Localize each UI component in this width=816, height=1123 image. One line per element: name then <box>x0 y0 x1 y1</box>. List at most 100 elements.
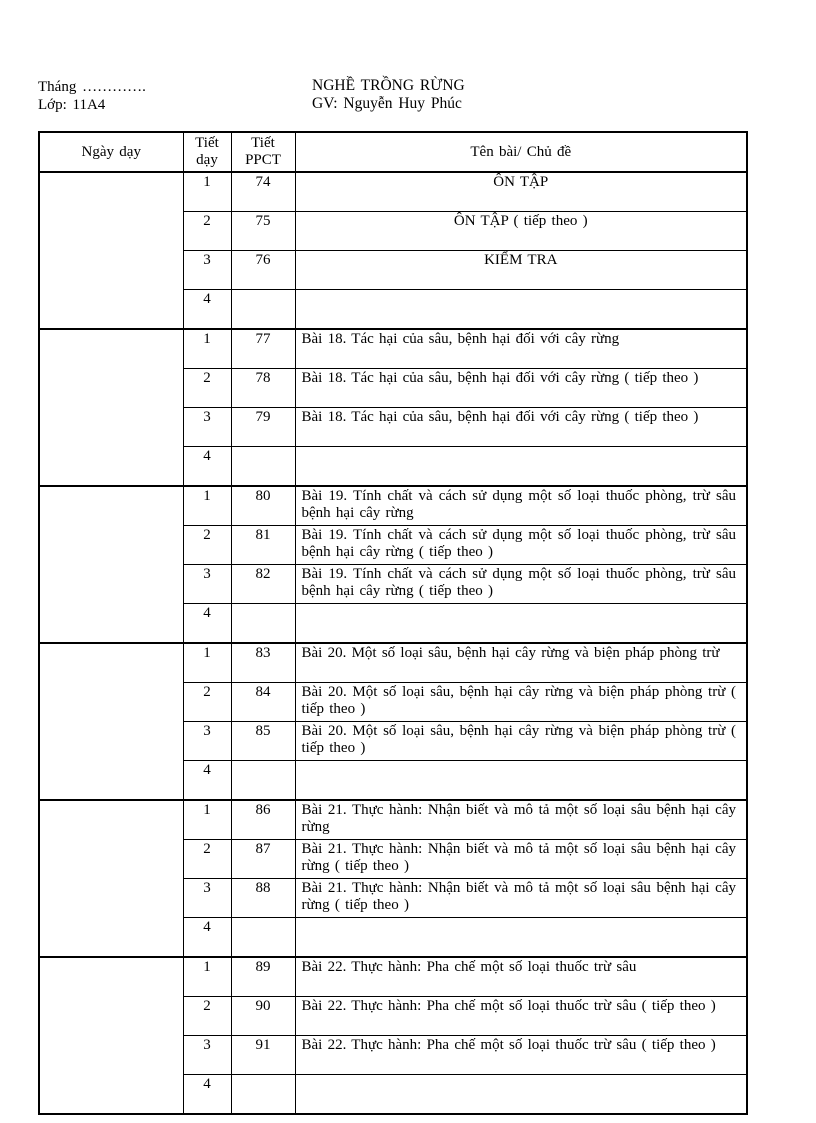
lesson-title-cell: Bài 22. Thực hành: Pha chế một số loại t… <box>294 956 748 997</box>
tiet-ppct-cell: 91 <box>230 1035 296 1075</box>
col-header-ngay-day: Ngày dạy <box>38 131 184 173</box>
table-header-row: Ngày dạy Tiết dạy Tiết PPCT Tên bài/ Chủ… <box>38 131 748 173</box>
col-header-ten-bai: Tên bài/ Chủ đề <box>294 131 748 173</box>
lesson-title-cell <box>294 446 748 487</box>
table-row: 4 <box>39 917 748 958</box>
tiet-ppct-cell <box>230 917 296 958</box>
table-row: 4 <box>39 603 748 644</box>
tiet-day-cell: 1 <box>182 799 232 840</box>
lesson-title-cell: Bài 19. Tính chất và cách sử dụng một số… <box>294 525 748 565</box>
teacher-label: GV: Nguyễn Huy Phúc <box>312 95 462 112</box>
tiet-day-cell: 3 <box>182 1035 232 1075</box>
tiet-ppct-cell: 74 <box>230 171 296 212</box>
document-title: NGHỀ TRỒNG RỪNG <box>312 77 465 94</box>
table-row: 1 83 Bài 20. Một số loại sâu, bệnh hại c… <box>38 642 748 801</box>
ngay-day-cell <box>38 328 184 487</box>
tiet-ppct-cell: 86 <box>230 799 296 840</box>
header-left-block: Tháng …………. Lớp: 11A4 <box>38 78 146 114</box>
tiet-ppct-cell: 84 <box>230 682 296 722</box>
lesson-title-cell: Bài 20. Một số loại sâu, bệnh hại cây rừ… <box>294 721 748 761</box>
table-row: 4 <box>39 446 748 487</box>
tiet-ppct-cell: 79 <box>230 407 296 447</box>
table-row: 2 84 Bài 20. Một số loại sâu, bệnh hại c… <box>39 682 748 722</box>
lesson-title-cell: Bài 22. Thực hành: Pha chế một số loại t… <box>294 1035 748 1075</box>
tiet-day-cell: 2 <box>182 682 232 722</box>
tiet-day-cell: 3 <box>182 250 232 290</box>
lesson-title-cell <box>294 760 748 801</box>
table-row: 3 85 Bài 20. Một số loại sâu, bệnh hại c… <box>39 721 748 761</box>
col-header-tiet-ppct: Tiết PPCT <box>230 131 296 173</box>
lesson-title-cell <box>294 917 748 958</box>
tiet-day-cell: 2 <box>182 211 232 251</box>
tiet-ppct-cell: 75 <box>230 211 296 251</box>
table-row: 3 82 Bài 19. Tính chất và cách sử dụng m… <box>39 564 748 604</box>
ngay-day-cell <box>38 799 184 958</box>
tiet-day-cell: 4 <box>182 446 232 487</box>
table-row: 2 78 Bài 18. Tác hại của sâu, bệnh hại đ… <box>39 368 748 408</box>
tiet-day-cell: 3 <box>182 407 232 447</box>
tiet-day-cell: 2 <box>182 525 232 565</box>
lesson-title-cell: KIỂM TRA <box>294 250 748 290</box>
table-row: 2 90 Bài 22. Thực hành: Pha chế một số l… <box>39 996 748 1036</box>
lesson-title-cell: Bài 21. Thực hành: Nhận biết và mô tả mộ… <box>294 799 748 840</box>
lesson-title-cell <box>294 1074 748 1115</box>
month-label: Tháng …………. <box>38 79 146 95</box>
ngay-day-cell <box>38 485 184 644</box>
tiet-day-cell: 1 <box>182 485 232 526</box>
table-row: 1 86 Bài 21. Thực hành: Nhận biết và mô … <box>38 799 748 958</box>
lesson-title-cell: Bài 18. Tác hại của sâu, bệnh hại đối vớ… <box>294 328 748 369</box>
lesson-title-cell: Bài 20. Một số loại sâu, bệnh hại cây rừ… <box>294 642 748 683</box>
tiet-ppct-cell: 85 <box>230 721 296 761</box>
tiet-day-cell: 1 <box>182 328 232 369</box>
teaching-schedule-table: Ngày dạy Tiết dạy Tiết PPCT Tên bài/ Chủ… <box>38 131 748 1115</box>
lesson-title-cell: Bài 19. Tính chất và cách sử dụng một số… <box>294 564 748 604</box>
table-row: 2 81 Bài 19. Tính chất và cách sử dụng m… <box>39 525 748 565</box>
tiet-day-cell: 2 <box>182 839 232 879</box>
ngay-day-cell <box>38 642 184 801</box>
table-row: 3 76 KIỂM TRA <box>39 250 748 290</box>
lesson-title-cell <box>294 603 748 644</box>
tiet-day-cell: 1 <box>182 171 232 212</box>
tiet-day-cell: 3 <box>182 564 232 604</box>
tiet-ppct-cell: 89 <box>230 956 296 997</box>
tiet-ppct-cell: 87 <box>230 839 296 879</box>
tiet-ppct-cell: 90 <box>230 996 296 1036</box>
tiet-ppct-cell: 83 <box>230 642 296 683</box>
table-row: 1 74 ÔN TẬP <box>38 171 748 330</box>
tiet-day-cell: 4 <box>182 603 232 644</box>
ngay-day-cell <box>38 171 184 330</box>
tiet-ppct-cell <box>230 289 296 330</box>
tiet-day-cell: 1 <box>182 956 232 997</box>
tiet-day-cell: 4 <box>182 917 232 958</box>
tiet-day-cell: 4 <box>182 1074 232 1115</box>
header-center-block: NGHỀ TRỒNG RỪNG GV: Nguyễn Huy Phúc <box>312 77 465 113</box>
tiet-day-cell: 4 <box>182 760 232 801</box>
lesson-title-cell: ÔN TẬP ( tiếp theo ) <box>294 211 748 251</box>
tiet-ppct-cell: 88 <box>230 878 296 918</box>
tiet-ppct-cell: 78 <box>230 368 296 408</box>
lesson-title-cell: Bài 18. Tác hại của sâu, bệnh hại đối vớ… <box>294 368 748 408</box>
lesson-title-cell: Bài 22. Thực hành: Pha chế một số loại t… <box>294 996 748 1036</box>
class-label: Lớp: 11A4 <box>38 97 106 113</box>
tiet-ppct-cell: 82 <box>230 564 296 604</box>
tiet-ppct-cell <box>230 760 296 801</box>
tiet-day-cell: 2 <box>182 996 232 1036</box>
col-header-tiet-day: Tiết dạy <box>182 131 232 173</box>
lesson-title-cell: Bài 20. Một số loại sâu, bệnh hại cây rừ… <box>294 682 748 722</box>
tiet-day-cell: 3 <box>182 721 232 761</box>
lesson-title-cell: Bài 19. Tính chất và cách sử dụng một số… <box>294 485 748 526</box>
tiet-day-cell: 4 <box>182 289 232 330</box>
lesson-title-cell: Bài 21. Thực hành: Nhận biết và mô tả mộ… <box>294 839 748 879</box>
table-row: 1 80 Bài 19. Tính chất và cách sử dụng m… <box>38 485 748 644</box>
ngay-day-cell <box>38 956 184 1115</box>
table-row: 1 89 Bài 22. Thực hành: Pha chế một số l… <box>38 956 748 1115</box>
tiet-ppct-cell: 81 <box>230 525 296 565</box>
lesson-title-cell: Bài 21. Thực hành: Nhận biết và mô tả mộ… <box>294 878 748 918</box>
tiet-day-cell: 1 <box>182 642 232 683</box>
table-row: 4 <box>39 1074 748 1115</box>
tiet-ppct-cell: 76 <box>230 250 296 290</box>
table-row: 1 77 Bài 18. Tác hại của sâu, bệnh hại đ… <box>38 328 748 487</box>
tiet-ppct-cell: 80 <box>230 485 296 526</box>
tiet-ppct-cell <box>230 1074 296 1115</box>
